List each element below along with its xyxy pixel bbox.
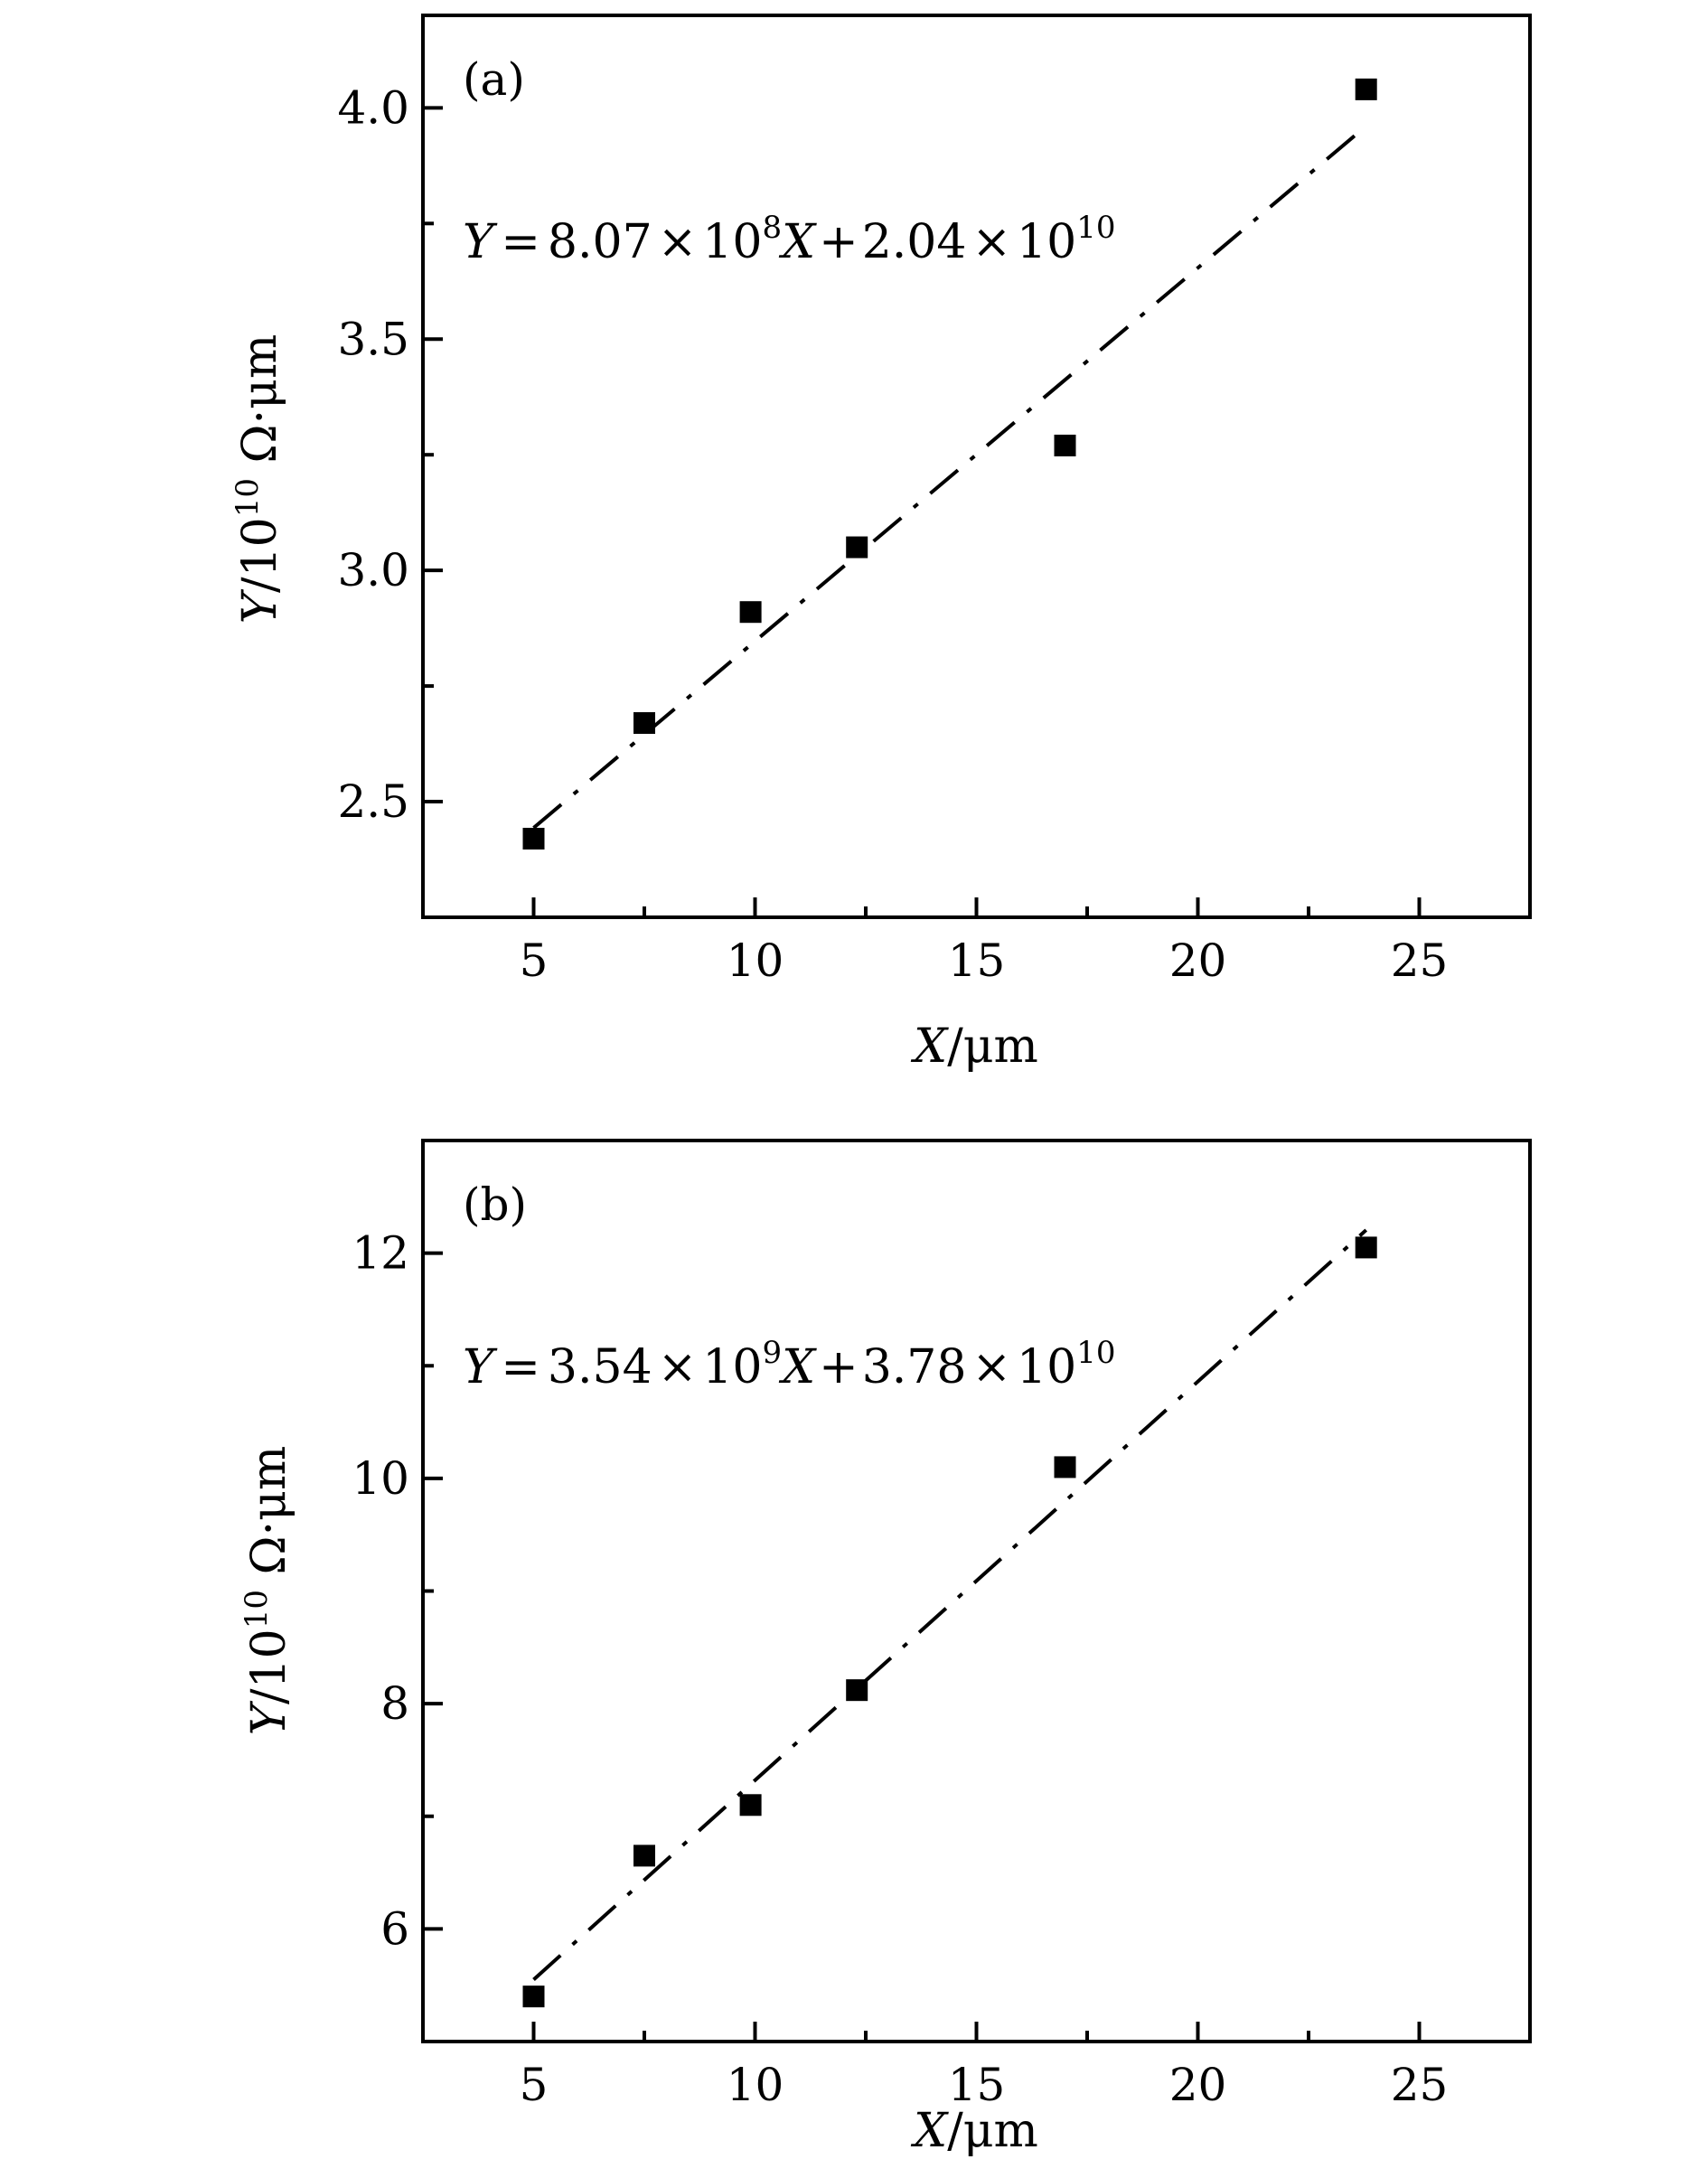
axis-ticks-a: 5 10 15 20 25 2.5 3.0 3.5 4.0 <box>337 81 1448 987</box>
data-points-a <box>522 78 1377 850</box>
y-tick-label: 12 <box>352 1227 409 1280</box>
data-point <box>739 1794 762 1817</box>
data-point <box>522 1986 545 2008</box>
data-point <box>633 712 655 735</box>
data-point <box>1054 434 1076 456</box>
x-tick-label: 20 <box>1169 2059 1227 2111</box>
fit-equation-a: Y = 8.07 × 108X+2.04 × 1010 <box>463 210 1115 269</box>
x-tick-label: 5 <box>520 2059 549 2111</box>
x-tick-label: 25 <box>1391 2059 1449 2111</box>
panel-a: 5 10 15 20 25 2.5 3.0 3.5 4.0 (a) Y = 8.07 × 108X+2.… <box>230 14 1532 1074</box>
data-point <box>1355 1236 1377 1259</box>
plot-frame-b <box>421 1139 1532 2043</box>
data-point <box>633 1845 655 1867</box>
y-axis-title-b: Y/1010 Ω·μm <box>239 1446 296 1736</box>
y-tick-label: 3.5 <box>337 313 409 365</box>
y-tick-label: 4.0 <box>337 81 409 134</box>
y-axis-title-a: Y/1010 Ω·μm <box>230 334 287 624</box>
fit-equation-b: Y = 3.54 × 109X+3.78 × 1010 <box>463 1335 1115 1394</box>
x-tick-label: 15 <box>948 934 1006 987</box>
data-point <box>846 1679 868 1702</box>
data-point <box>739 601 762 624</box>
x-axis-title-b: X/μm <box>910 2104 1038 2158</box>
x-tick-label: 25 <box>1391 934 1449 987</box>
x-tick-label: 5 <box>520 934 549 987</box>
data-point <box>522 827 545 850</box>
panel-label-a: (a) <box>463 53 525 106</box>
axis-ticks-b: 5 10 15 20 25 6 8 10 12 <box>352 1227 1448 2111</box>
data-points-b <box>522 1236 1377 2008</box>
y-tick-label: 2.5 <box>337 775 409 828</box>
y-tick-label: 10 <box>352 1452 409 1505</box>
data-point <box>1054 1456 1076 1479</box>
data-point <box>846 536 868 559</box>
panel-label-b: (b) <box>463 1178 527 1231</box>
plot-frame-a <box>421 14 1532 919</box>
x-axis-title-a: X/μm <box>910 1019 1038 1074</box>
fit-line-a <box>532 124 1367 830</box>
x-tick-label: 10 <box>727 934 784 987</box>
y-tick-label: 6 <box>380 1902 409 1955</box>
x-tick-label: 20 <box>1169 934 1227 987</box>
y-tick-label: 3.0 <box>337 544 409 596</box>
panel-b: 5 10 15 20 25 6 8 10 12 (b) Y = 3.54 × 109X+3.78 × 101… <box>239 1139 1532 2158</box>
x-tick-label: 15 <box>948 2059 1006 2111</box>
x-tick-label: 10 <box>727 2059 784 2111</box>
y-tick-label: 8 <box>380 1677 409 1730</box>
data-point <box>1355 78 1377 100</box>
